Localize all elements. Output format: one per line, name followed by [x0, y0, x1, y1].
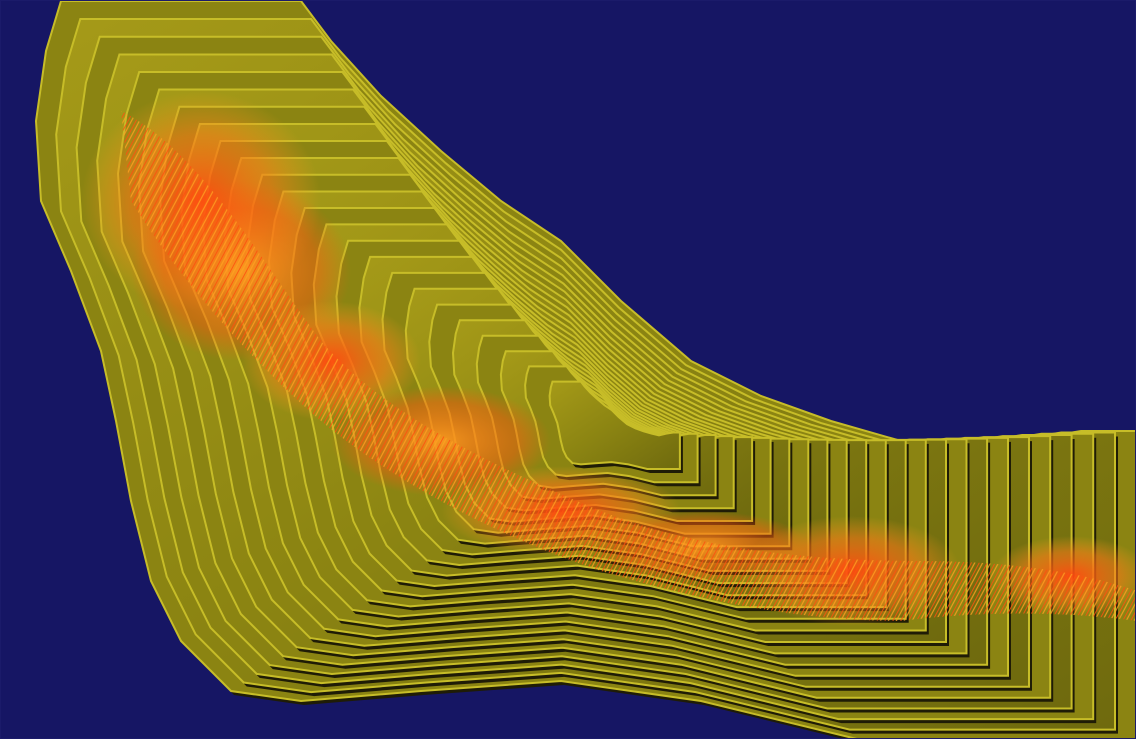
ore-dots — [121, 111, 1135, 621]
ore-body — [81, 91, 1135, 626]
bench-level — [548, 380, 681, 470]
